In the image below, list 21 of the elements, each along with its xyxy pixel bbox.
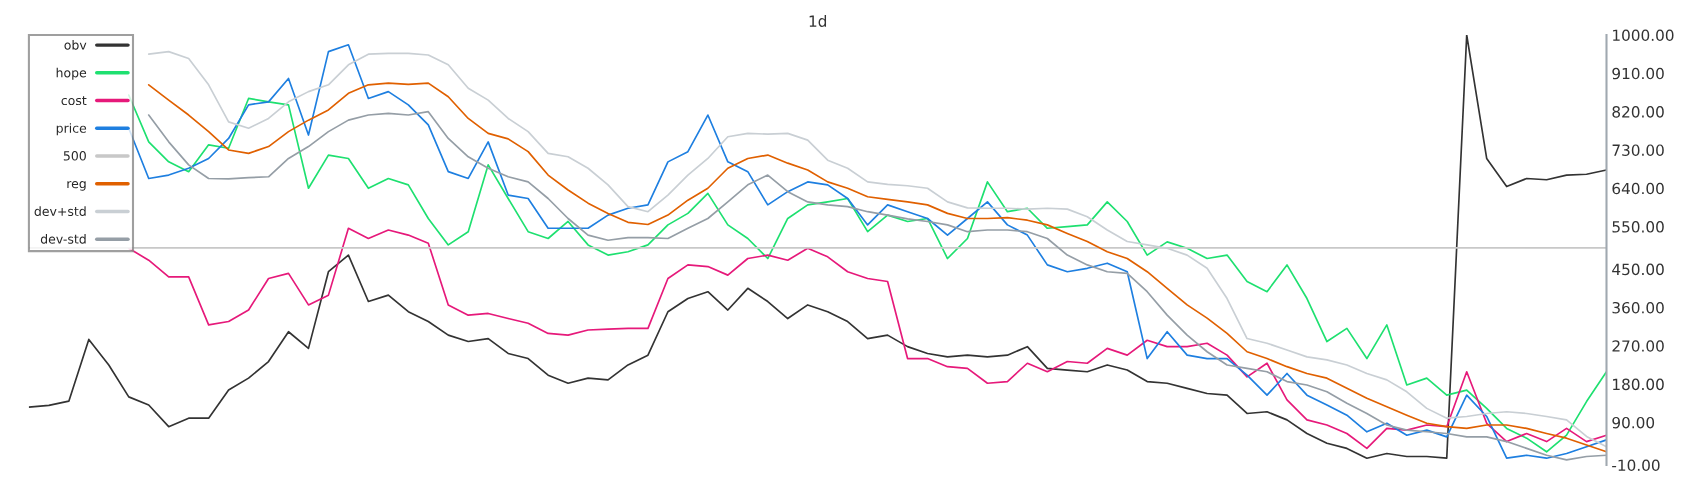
legend-label: obv — [64, 40, 87, 50]
y-tick-label: 820.00 — [1612, 106, 1664, 118]
legend-label: cost — [61, 96, 87, 106]
legend-label: 500 — [63, 151, 86, 161]
legend-label: dev-std — [40, 234, 86, 244]
y-tick-label: 270.00 — [1612, 340, 1664, 352]
y-tick-label: 910.00 — [1612, 67, 1664, 80]
legend-label: hope — [56, 67, 87, 80]
y-tick-label: 640.00 — [1612, 182, 1664, 195]
y-tick-label: 90.00 — [1612, 416, 1655, 429]
y-tick-label: 1000.00 — [1613, 29, 1674, 42]
y-tick-label: 450.00 — [1612, 263, 1664, 276]
y-tick-label: 180.00 — [1613, 378, 1664, 391]
y-tick-label: 550.00 — [1612, 221, 1664, 233]
y-tick-label: 730.00 — [1612, 144, 1664, 156]
legend-label: reg — [67, 181, 86, 191]
y-tick-label: -10.00 — [1612, 459, 1660, 472]
legend-label: dev+std — [34, 206, 86, 217]
y-tick-label: 360.00 — [1612, 301, 1664, 314]
legend-label: price — [56, 123, 87, 136]
chart-title: 1d — [809, 15, 827, 27]
